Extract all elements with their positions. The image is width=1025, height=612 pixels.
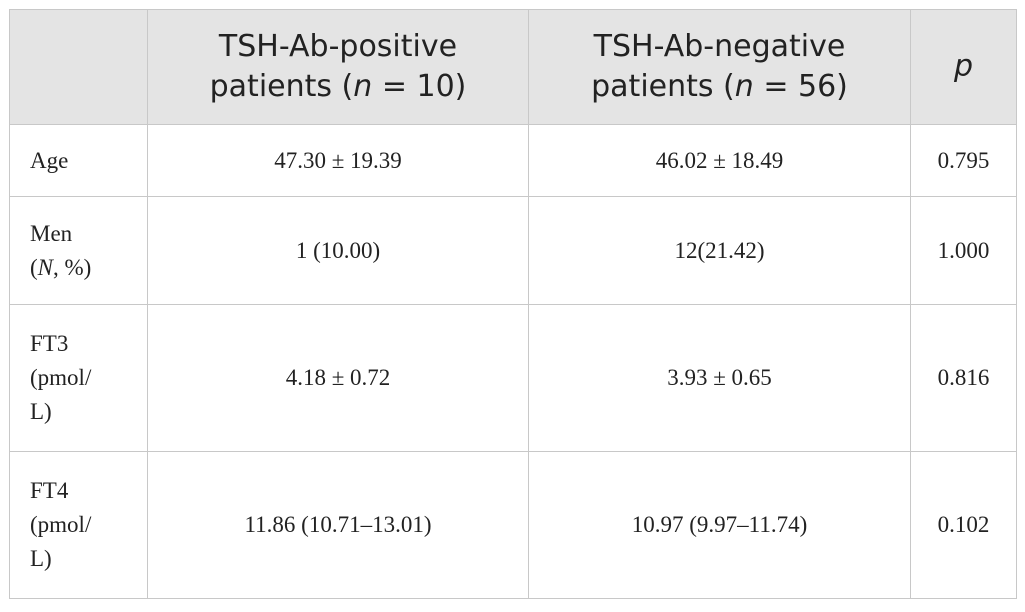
header-p-value: p bbox=[910, 9, 1017, 125]
row-label-line: (pmol/ bbox=[30, 512, 92, 537]
negative-value: 46.02 ± 18.49 bbox=[528, 124, 911, 197]
table-body: Age 47.30 ± 19.39 46.02 ± 18.49 0.795 Me… bbox=[9, 124, 1017, 599]
positive-value: 4.18 ± 0.72 bbox=[147, 304, 529, 452]
header-negative-n: n bbox=[734, 69, 754, 104]
positive-value: 11.86 (10.71–13.01) bbox=[147, 451, 529, 599]
negative-value: 10.97 (9.97–11.74) bbox=[528, 451, 911, 599]
header-negative-line2: patients (n = 56) bbox=[529, 67, 910, 107]
negative-value: 12(21.42) bbox=[528, 196, 911, 305]
header-positive-patients: TSH-Ab-positive patients (n = 10) bbox=[147, 9, 529, 125]
header-positive-prefix: patients ( bbox=[209, 69, 354, 104]
positive-value: 47.30 ± 19.39 bbox=[147, 124, 529, 197]
table-row-men: Men (N, %) 1 (10.00) 12(21.42) 1.000 bbox=[9, 196, 1017, 305]
row-label: FT4 (pmol/ L) bbox=[9, 451, 148, 599]
row-label: Age bbox=[9, 124, 148, 197]
comparison-table: TSH-Ab-positive patients (n = 10) TSH-Ab… bbox=[9, 9, 1017, 599]
table-row-ft3: FT3 (pmol/ L) 4.18 ± 0.72 3.93 ± 0.65 0.… bbox=[9, 304, 1017, 452]
positive-value: 1 (10.00) bbox=[147, 196, 529, 305]
table-row-age: Age 47.30 ± 19.39 46.02 ± 18.49 0.795 bbox=[9, 124, 1017, 197]
row-label-open: ( bbox=[30, 254, 38, 280]
header-negative-prefix: patients ( bbox=[591, 69, 735, 104]
row-label-line: FT4 bbox=[30, 478, 69, 503]
row-label-n: N bbox=[37, 254, 54, 280]
row-label-line: (pmol/ bbox=[30, 365, 92, 390]
header-negative-suffix: = 56) bbox=[753, 69, 848, 104]
header-empty-cell bbox=[9, 9, 148, 125]
p-value: 1.000 bbox=[910, 196, 1017, 305]
row-label-line: FT3 bbox=[30, 331, 69, 356]
p-value: 0.102 bbox=[910, 451, 1017, 599]
row-label: Men (N, %) bbox=[9, 196, 148, 305]
header-positive-suffix: = 10) bbox=[372, 69, 467, 104]
header-p-label: p bbox=[953, 49, 974, 84]
row-label-rest: , %) bbox=[53, 254, 92, 280]
header-positive-n: n bbox=[353, 69, 373, 104]
table-header: TSH-Ab-positive patients (n = 10) TSH-Ab… bbox=[9, 9, 1017, 125]
header-positive-line1: TSH-Ab-positive bbox=[218, 29, 458, 64]
header-negative-line1: TSH-Ab-negative bbox=[593, 29, 846, 64]
header-positive-line2: patients (n = 10) bbox=[148, 67, 528, 107]
row-label-line: (N, %) bbox=[30, 251, 147, 285]
p-value: 0.816 bbox=[910, 304, 1017, 452]
table-row-ft4: FT4 (pmol/ L) 11.86 (10.71–13.01) 10.97 … bbox=[9, 451, 1017, 599]
header-row: TSH-Ab-positive patients (n = 10) TSH-Ab… bbox=[9, 9, 1017, 125]
row-label: FT3 (pmol/ L) bbox=[9, 304, 148, 452]
header-negative-patients: TSH-Ab-negative patients (n = 56) bbox=[528, 9, 911, 125]
row-label-line: Age bbox=[30, 147, 69, 173]
row-label-line: L) bbox=[30, 399, 52, 424]
row-label-line: L) bbox=[30, 546, 52, 571]
negative-value: 3.93 ± 0.65 bbox=[528, 304, 911, 452]
p-value: 0.795 bbox=[910, 124, 1017, 197]
row-label-line: Men bbox=[30, 220, 73, 246]
